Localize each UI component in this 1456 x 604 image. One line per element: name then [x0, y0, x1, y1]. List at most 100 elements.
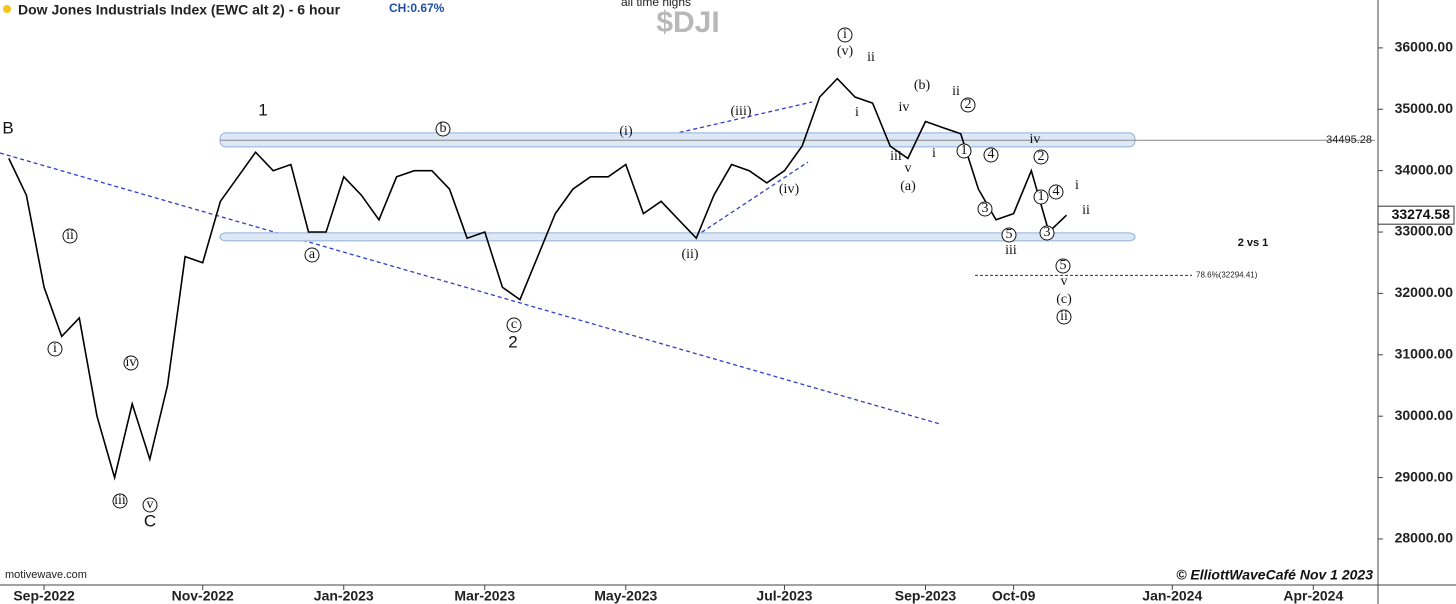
wave-label: i [53, 341, 57, 356]
source: motivewave.com [5, 569, 87, 581]
wave-circle [112, 493, 128, 509]
zone [219, 232, 1136, 242]
trend-line [0, 152, 941, 425]
x-tick-label: Jan-2023 [314, 588, 374, 604]
y-tick-label: 32000.00 [1395, 284, 1454, 300]
wave-label: 1 [1038, 189, 1045, 204]
x-tick-label: Apr-2024 [1283, 588, 1343, 604]
side-note: 2 vs 1 [1238, 237, 1269, 249]
wave-label: 3 [982, 201, 989, 216]
wave-circle [983, 147, 999, 163]
wave-label: C [144, 511, 156, 530]
wave-circle [47, 341, 63, 357]
wave-label: 2 [965, 97, 972, 112]
wave-label: 5 [1006, 227, 1013, 242]
wave-label: 2 [1038, 149, 1045, 164]
y-tick-label: 35000.00 [1395, 100, 1454, 116]
wave-circle [142, 497, 158, 513]
level-label: 34495.28 [1326, 134, 1372, 146]
wave-circle [1056, 309, 1072, 325]
y-tick-label: 30000.00 [1395, 407, 1454, 423]
x-tick-label: Oct-09 [992, 588, 1036, 604]
chart-title: Dow Jones Industrials Index (EWC alt 2) … [18, 2, 341, 18]
wave-circle [1033, 149, 1049, 165]
wave-circle [1001, 227, 1017, 243]
symbol: $DJI [656, 6, 719, 39]
price-line [8, 77, 1068, 481]
wave-label: v [905, 161, 912, 176]
wave-label: (c) [1056, 292, 1072, 307]
x-tick-label: May-2023 [594, 588, 657, 604]
channel-line [689, 161, 809, 241]
wave-label: ii [66, 228, 74, 243]
y-tick-label: 33000.00 [1395, 223, 1454, 239]
wave-label: (iii) [731, 104, 752, 119]
wave-label: iv [1030, 132, 1041, 147]
x-tick-label: Jul-2023 [756, 588, 812, 604]
y-tick-label: 31000.00 [1395, 346, 1454, 362]
wave-circle [435, 121, 451, 137]
wave-circle [506, 317, 522, 333]
x-tick-label: Mar-2023 [454, 588, 515, 604]
wave-label: i [932, 146, 936, 161]
wave-label: ii [1060, 309, 1068, 324]
wave-label: iii [114, 493, 126, 508]
wave-label: i [855, 105, 859, 120]
wave-label: (iv) [779, 182, 800, 197]
wave-label: ii [1082, 203, 1090, 218]
wave-circle [1055, 258, 1071, 274]
x-tick-label: Sep-2022 [13, 588, 75, 604]
wave-label: B [2, 118, 13, 137]
last-price-box [1377, 205, 1455, 225]
wave-label: (ii) [681, 247, 698, 262]
wave-label: 1 [961, 143, 968, 158]
wave-label: i [843, 27, 847, 42]
level-label: 78.6%(32294.41) [1196, 270, 1258, 279]
wave-circle [977, 201, 993, 217]
wave-label: 2 [508, 332, 517, 351]
y-tick-label: 36000.00 [1395, 39, 1454, 55]
wave-label: (a) [900, 179, 916, 194]
wave-circle [123, 355, 139, 371]
wave-circle [62, 228, 78, 244]
x-tick-label: Nov-2022 [172, 588, 234, 604]
wave-label: i [1075, 178, 1079, 193]
wave-label: b [440, 121, 447, 136]
wave-label: v [147, 497, 154, 512]
wave-label: 4 [1053, 184, 1060, 199]
x-tick-label: Jan-2024 [1142, 588, 1202, 604]
wave-label: c [511, 317, 517, 332]
wave-label: ii [952, 84, 960, 99]
wave-label: 4 [988, 147, 995, 162]
wave-label: iii [1005, 243, 1017, 258]
y-tick-label: 29000.00 [1395, 468, 1454, 484]
wave-circle [960, 97, 976, 113]
status-dot [3, 5, 11, 13]
wave-label: 3 [1044, 225, 1051, 240]
wave-label: iii [890, 149, 902, 164]
x-tick-label: Sep-2023 [895, 588, 957, 604]
wave-label: ii [867, 50, 875, 65]
wave-label: (v) [837, 44, 854, 59]
wave-label: 1 [258, 100, 267, 119]
wave-circle [304, 247, 320, 263]
change: CH:0.67% [389, 1, 445, 15]
wave-circle [837, 27, 853, 43]
wave-label: v [1061, 274, 1068, 289]
wave-label: (i) [619, 124, 633, 139]
wave-circle [1039, 225, 1055, 241]
last-price-label: 33274.58 [1392, 206, 1451, 222]
wave-label: iv [899, 100, 910, 115]
wave-label: 5 [1060, 258, 1067, 273]
wave-label: a [309, 247, 316, 262]
wave-circle [1033, 189, 1049, 205]
credit: © ElliottWaveCafé Nov 1 2023 [1176, 567, 1373, 583]
wave-label: (b) [914, 78, 931, 93]
wave-circle [956, 143, 972, 159]
y-tick-label: 34000.00 [1395, 161, 1454, 177]
annotation: all time highs [621, 0, 691, 9]
wave-label: iv [126, 355, 137, 370]
y-tick-label: 28000.00 [1395, 530, 1454, 546]
